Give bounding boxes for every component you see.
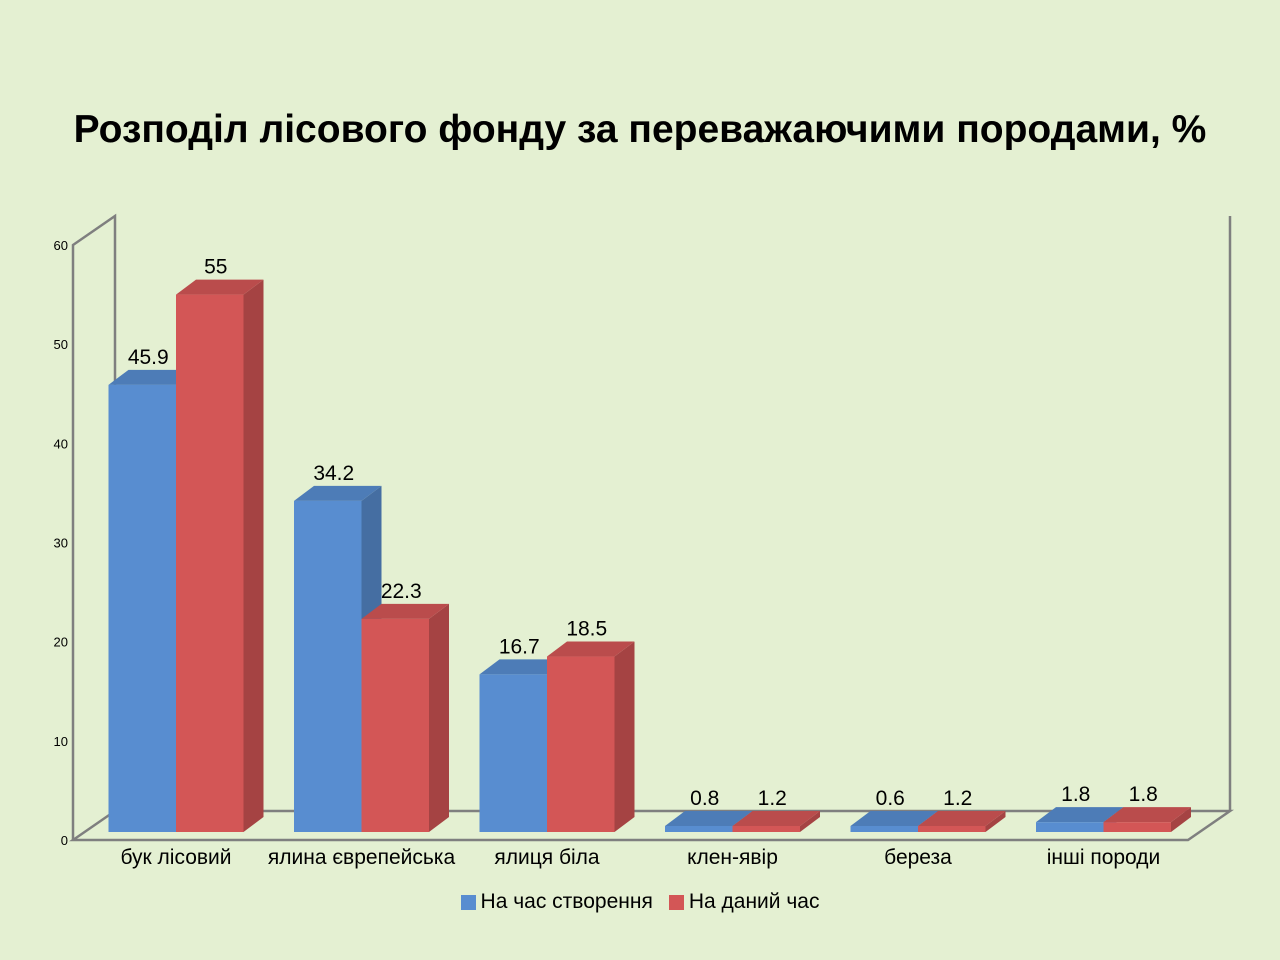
legend-item-series-0: На час створення bbox=[460, 890, 653, 914]
legend-label-series-0: На час створення bbox=[480, 890, 653, 913]
bar bbox=[547, 656, 615, 832]
legend-item-series-1: На даний час bbox=[668, 890, 820, 914]
y-tick-label: 20 bbox=[54, 635, 68, 650]
bar-side bbox=[243, 279, 264, 832]
x-tick-label: інші породи bbox=[1047, 846, 1161, 869]
y-tick-label: 40 bbox=[54, 436, 68, 451]
data-label: 22.3 bbox=[381, 580, 422, 603]
bar bbox=[361, 618, 429, 832]
y-tick-label: 30 bbox=[54, 536, 68, 551]
data-label: 16.7 bbox=[499, 635, 540, 658]
bar bbox=[1103, 822, 1171, 832]
y-tick-label: 60 bbox=[54, 238, 68, 253]
bar-side bbox=[429, 603, 449, 832]
legend-label-series-1: На даний час bbox=[688, 890, 820, 913]
data-label: 34.2 bbox=[313, 462, 354, 485]
bar-top bbox=[732, 811, 820, 826]
data-label: 1.2 bbox=[943, 787, 972, 810]
y-tick-label: 10 bbox=[54, 734, 68, 749]
x-tick-label: клен-явір bbox=[687, 846, 778, 869]
bar bbox=[918, 826, 986, 832]
bar-top bbox=[294, 485, 382, 501]
chart-bars bbox=[108, 279, 1191, 832]
x-tick-label: ялина єврепейська bbox=[268, 846, 456, 869]
bar-top bbox=[918, 811, 1006, 826]
bar-side bbox=[614, 641, 635, 832]
bar-top bbox=[479, 659, 567, 675]
bar bbox=[108, 384, 176, 832]
bar-side bbox=[1171, 807, 1191, 832]
data-label: 55 bbox=[204, 256, 227, 279]
legend-swatch-series-0 bbox=[460, 894, 476, 910]
data-label: 0.8 bbox=[690, 787, 719, 810]
y-tick-label: 50 bbox=[54, 337, 68, 352]
data-label: 0.6 bbox=[876, 787, 905, 810]
bar-top bbox=[1036, 807, 1124, 823]
x-tick-label: бук лісовий bbox=[120, 846, 231, 869]
bar bbox=[294, 500, 362, 832]
x-tick-label: береза bbox=[884, 846, 952, 869]
bar-top bbox=[361, 603, 449, 619]
legend: На час створення На даний час bbox=[0, 890, 1280, 914]
bar bbox=[479, 674, 547, 832]
bar bbox=[176, 294, 244, 832]
chart-labels: 0 10 20 30 40 50 60 45.9 55 бук лісовий 34.2 22.3 ял… bbox=[54, 238, 1161, 869]
x-tick-label: ялиця біла bbox=[494, 846, 600, 869]
bar bbox=[850, 826, 918, 832]
data-label: 1.2 bbox=[758, 787, 787, 810]
chart-title: Розподіл лісового фонду за переважаючими… bbox=[73, 108, 1207, 151]
bar bbox=[665, 826, 733, 832]
bar-side bbox=[985, 811, 1006, 832]
data-label: 1.8 bbox=[1061, 783, 1090, 806]
bar-top bbox=[108, 369, 196, 385]
bar-top bbox=[1103, 807, 1191, 823]
legend-swatch-series-1 bbox=[668, 894, 684, 910]
data-label: 45.9 bbox=[128, 346, 169, 369]
data-label: 18.5 bbox=[566, 618, 607, 641]
data-label: 1.8 bbox=[1129, 783, 1158, 806]
bar-top bbox=[665, 811, 753, 826]
bar-top bbox=[547, 641, 635, 657]
bar-top bbox=[176, 279, 264, 295]
bar-top bbox=[850, 811, 938, 826]
bar bbox=[1036, 822, 1104, 832]
bar-side bbox=[800, 811, 820, 832]
y-tick-label: 0 bbox=[61, 833, 68, 848]
bar bbox=[732, 826, 800, 832]
